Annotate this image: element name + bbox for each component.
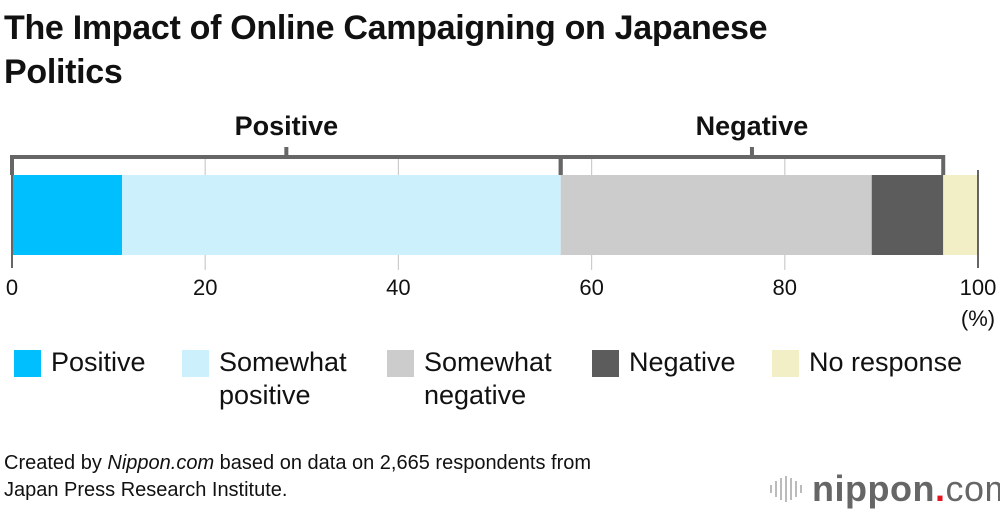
legend-item-positive: Positive bbox=[14, 346, 146, 379]
legend-label-2: positive bbox=[219, 380, 311, 410]
bar-segment-no-response bbox=[943, 175, 978, 255]
legend-item-somewhat-negative: Somewhat negative bbox=[387, 346, 552, 412]
legend-swatch bbox=[772, 350, 799, 377]
x-axis-unit: (%) bbox=[961, 306, 995, 331]
legend-swatch bbox=[387, 350, 414, 377]
source-note: Created by Nippon.com based on data on 2… bbox=[4, 450, 591, 504]
logo-name: nippon bbox=[812, 468, 935, 509]
legend-swatch bbox=[592, 350, 619, 377]
logo-tld: com bbox=[945, 468, 1000, 509]
x-tick-label: 40 bbox=[386, 275, 410, 300]
x-tick-label: 100 bbox=[960, 275, 997, 300]
legend-item-no-response: No response bbox=[772, 346, 962, 379]
bracket-label-positive: Positive bbox=[235, 111, 339, 141]
legend-swatch bbox=[182, 350, 209, 377]
note-line2: Japan Press Research Institute. bbox=[4, 479, 288, 501]
x-tick-label: 80 bbox=[773, 275, 797, 300]
bar-segment-negative bbox=[871, 175, 944, 255]
legend-label: Positive bbox=[51, 347, 146, 377]
legend-label: Somewhat bbox=[219, 347, 347, 377]
legend-swatch bbox=[14, 350, 41, 377]
x-tick-label: 20 bbox=[193, 275, 217, 300]
note-prefix: Created by bbox=[4, 452, 108, 474]
bracket-label-negative: Negative bbox=[696, 111, 809, 141]
bar-segment-positive bbox=[12, 175, 123, 255]
bracket-positive bbox=[10, 155, 563, 175]
legend-label-2: negative bbox=[424, 380, 527, 410]
bar-segment-somewhat-positive bbox=[122, 175, 561, 255]
chart-title: The Impact of Online Campaigning on Japa… bbox=[4, 9, 768, 91]
stacked-bar-chart: 0 20 40 60 80 100 (%) Positive Negative bbox=[6, 111, 997, 331]
legend-item-negative: Negative bbox=[592, 346, 736, 379]
legend-item-somewhat-positive: Somewhat positive bbox=[182, 346, 347, 412]
legend-label: Negative bbox=[629, 347, 736, 377]
x-tick-label: 60 bbox=[579, 275, 603, 300]
legend-label: Somewhat bbox=[424, 347, 552, 377]
logo-dot: . bbox=[934, 468, 946, 509]
logo-mark-icon bbox=[770, 476, 802, 502]
legend-label: No response bbox=[809, 347, 963, 377]
bracket-negative bbox=[558, 155, 946, 175]
note-source: Nippon.com bbox=[107, 452, 215, 474]
bar-segment-somewhat-negative bbox=[560, 175, 872, 255]
x-tick-label: 0 bbox=[6, 275, 18, 300]
nippon-logo: nippon. com bbox=[770, 468, 1000, 510]
note-suffix: based on data on 2,665 respondents from bbox=[214, 452, 592, 474]
